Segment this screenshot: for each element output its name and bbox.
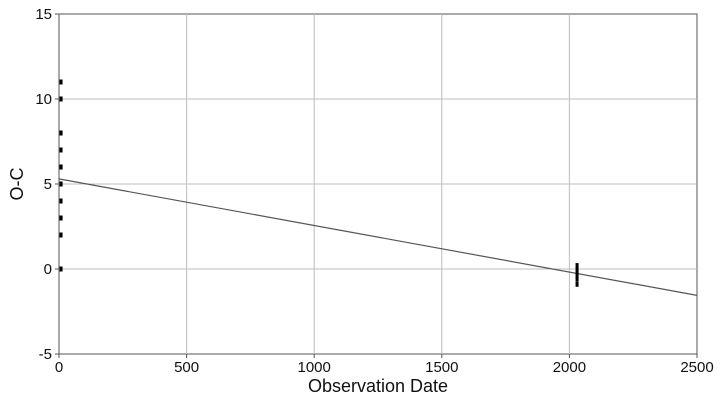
y-tick-label: 15 xyxy=(35,6,52,23)
data-point xyxy=(59,198,63,204)
data-point xyxy=(59,266,63,272)
y-tick-label: 5 xyxy=(44,176,52,193)
trend-line-group xyxy=(58,178,698,296)
data-point xyxy=(59,215,63,221)
y-tick-label: -5 xyxy=(39,346,52,363)
x-tick-label: 2500 xyxy=(680,359,713,376)
x-tick-label: 500 xyxy=(174,359,199,376)
data-point xyxy=(575,281,579,287)
y-tick-label: 0 xyxy=(44,261,52,278)
data-point xyxy=(575,269,579,275)
x-tick-labels: 0 500 1000 1500 2000 2500 xyxy=(55,359,714,376)
data-point xyxy=(575,276,579,282)
data-point xyxy=(575,273,579,279)
data-point xyxy=(59,130,63,136)
horizontal-gridlines xyxy=(55,13,697,355)
data-point xyxy=(575,263,579,269)
data-point xyxy=(59,181,63,187)
x-tick-label: 1000 xyxy=(298,359,331,376)
x-axis-title: Observation Date xyxy=(308,376,448,396)
data-point xyxy=(59,96,63,102)
x-tick-label: 1500 xyxy=(425,359,458,376)
data-point xyxy=(59,79,63,85)
y-tick-label: 10 xyxy=(35,91,52,108)
data-point xyxy=(59,232,63,238)
data-points xyxy=(59,79,579,287)
x-tick-label: 0 xyxy=(55,359,63,376)
data-point xyxy=(575,266,579,272)
trend-line xyxy=(58,178,698,296)
data-point xyxy=(59,147,63,153)
y-tick-labels: -5 0 5 10 15 xyxy=(35,6,52,363)
x-tick-label: 2000 xyxy=(553,359,586,376)
y-axis-title: O-C xyxy=(7,168,27,201)
data-point xyxy=(59,164,63,170)
